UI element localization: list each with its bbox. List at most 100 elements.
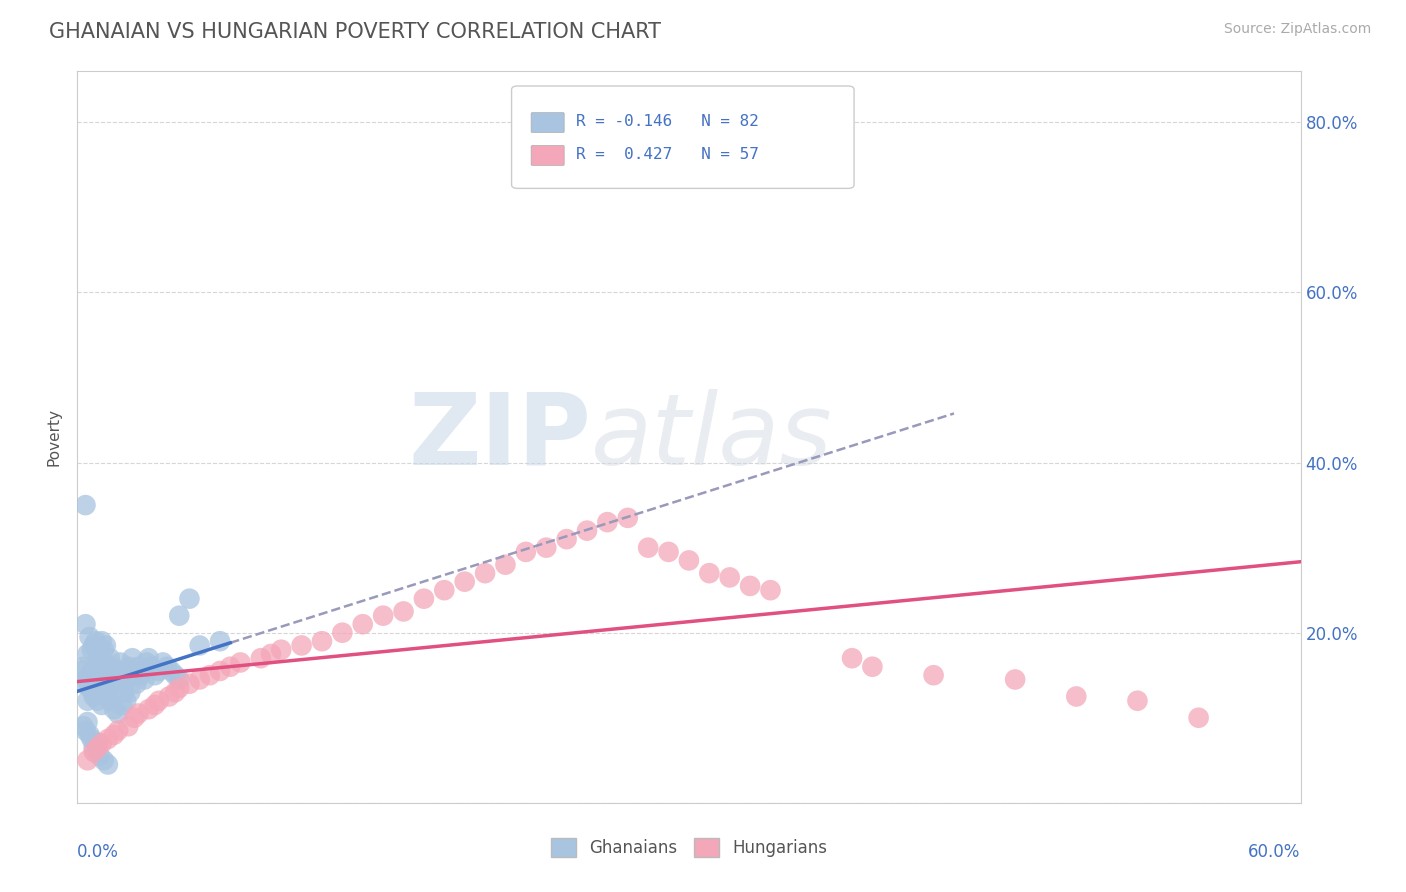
Point — [495, 558, 517, 572]
FancyBboxPatch shape — [531, 112, 564, 132]
Point — [413, 591, 436, 606]
Point — [165, 668, 187, 682]
Point — [922, 668, 945, 682]
Point — [72, 719, 94, 733]
Point — [103, 728, 125, 742]
Point — [841, 651, 863, 665]
Point — [124, 711, 146, 725]
Point — [474, 566, 496, 581]
Point — [128, 659, 150, 673]
Point — [103, 668, 125, 682]
Point — [862, 659, 884, 673]
Point — [72, 659, 94, 673]
Point — [115, 673, 138, 687]
Point — [111, 698, 134, 712]
Point — [89, 651, 111, 665]
Point — [128, 706, 150, 721]
Point — [79, 630, 101, 644]
Point — [79, 677, 101, 691]
Point — [209, 634, 232, 648]
Point — [93, 642, 115, 657]
Point — [1004, 673, 1026, 687]
Point — [135, 656, 157, 670]
Point — [83, 740, 105, 755]
Point — [94, 639, 117, 653]
Point — [83, 685, 105, 699]
Text: Source: ZipAtlas.com: Source: ZipAtlas.com — [1223, 22, 1371, 37]
Point — [179, 677, 201, 691]
Point — [129, 668, 152, 682]
Point — [165, 685, 187, 699]
Point — [72, 677, 94, 691]
Text: atlas: atlas — [591, 389, 832, 485]
Point — [80, 731, 103, 746]
Point — [107, 664, 129, 678]
Point — [80, 642, 103, 657]
Point — [125, 677, 148, 691]
Point — [112, 685, 135, 699]
Point — [1126, 694, 1149, 708]
Point — [97, 757, 120, 772]
Point — [87, 647, 110, 661]
Point — [209, 664, 232, 678]
Point — [179, 591, 201, 606]
Point — [740, 579, 762, 593]
Point — [134, 673, 156, 687]
Point — [93, 753, 115, 767]
Point — [121, 651, 143, 665]
Point — [83, 639, 105, 653]
Point — [198, 668, 221, 682]
Point — [75, 723, 97, 738]
Point — [699, 566, 721, 581]
Point — [94, 664, 117, 678]
Point — [169, 673, 191, 687]
Point — [90, 634, 112, 648]
Y-axis label: Poverty: Poverty — [46, 408, 62, 467]
Point — [169, 681, 191, 695]
Point — [87, 740, 110, 755]
Point — [105, 677, 128, 691]
Point — [75, 617, 97, 632]
Point — [107, 723, 129, 738]
Point — [101, 659, 124, 673]
Text: ZIP: ZIP — [408, 389, 591, 485]
Point — [76, 694, 98, 708]
FancyBboxPatch shape — [512, 86, 853, 188]
Point — [79, 681, 101, 695]
Point — [76, 753, 98, 767]
Point — [143, 698, 166, 712]
Point — [124, 668, 146, 682]
Point — [120, 664, 142, 678]
Point — [433, 583, 456, 598]
Point — [311, 634, 333, 648]
Point — [83, 745, 105, 759]
Point — [80, 664, 103, 678]
Point — [76, 714, 98, 729]
Point — [156, 659, 179, 673]
Point — [617, 511, 640, 525]
Text: GHANAIAN VS HUNGARIAN POVERTY CORRELATION CHART: GHANAIAN VS HUNGARIAN POVERTY CORRELATIO… — [49, 22, 661, 42]
Point — [131, 664, 153, 678]
Point — [658, 545, 681, 559]
Point — [90, 698, 112, 712]
Point — [678, 553, 700, 567]
Point — [117, 659, 139, 673]
Point — [392, 604, 415, 618]
Point — [94, 685, 117, 699]
Point — [75, 673, 97, 687]
Point — [139, 659, 162, 673]
Point — [79, 728, 101, 742]
Legend: Ghanaians, Hungarians: Ghanaians, Hungarians — [544, 831, 834, 864]
Point — [291, 639, 314, 653]
Point — [120, 685, 142, 699]
Point — [89, 668, 111, 682]
Point — [148, 694, 170, 708]
Text: 0.0%: 0.0% — [77, 843, 120, 861]
Point — [1188, 711, 1211, 725]
FancyBboxPatch shape — [531, 145, 564, 165]
Point — [637, 541, 659, 555]
Point — [98, 651, 121, 665]
Point — [103, 702, 125, 716]
Point — [97, 685, 120, 699]
Point — [718, 570, 741, 584]
